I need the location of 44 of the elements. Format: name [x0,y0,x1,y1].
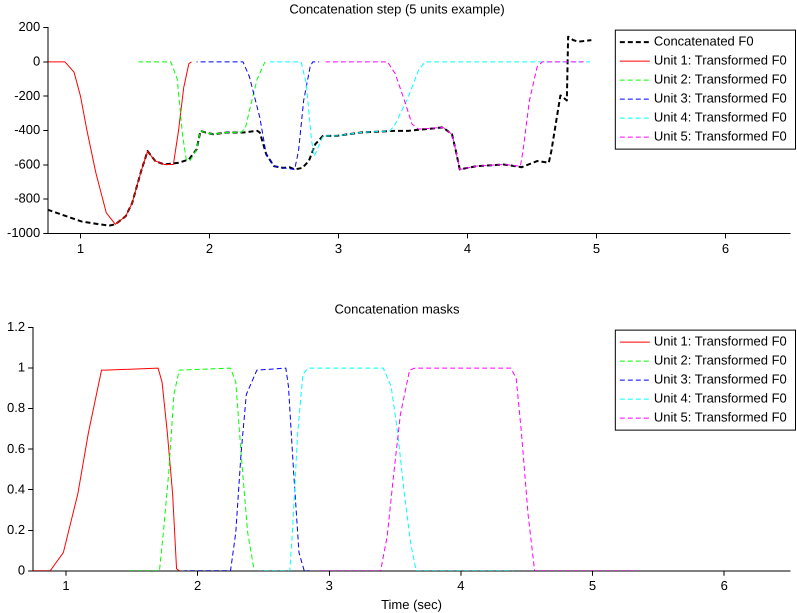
y-tick-label: 1.2 [6,319,26,334]
y-tick-label: 0.6 [6,440,26,456]
x-tick-label: 6 [720,578,728,594]
x-tick-label: 3 [334,240,342,256]
legend-label: Unit 5: Transformed F0 [654,410,787,425]
x-axis-title: Time (sec) [381,596,442,612]
x-tick-label: 1 [76,240,84,256]
line-series [138,61,266,162]
y-tick-label: 200 [18,19,40,34]
legend-label: Unit 4: Transformed F0 [654,390,787,406]
legend-label: Unit 5: Transformed F0 [654,128,787,144]
y-tick-label: -200 [14,88,40,103]
x-tick-label: 5 [588,578,596,594]
line-series [196,61,320,170]
x-tick-label: 6 [722,240,730,256]
y-tick-label: 0 [33,53,40,68]
legend-label: Concatenated F0 [654,34,754,49]
y-tick-label: 0.2 [6,522,26,537]
legend-label: Unit 1: Transformed F0 [654,334,787,349]
x-tick-label: 2 [194,578,202,594]
x-tick-label: 4 [464,240,472,256]
line-series [270,61,591,157]
y-tick-label: -1000 [7,224,40,240]
x-tick-label: 5 [592,240,600,256]
legend-label: Unit 3: Transformed F0 [654,372,787,387]
legend-label: Unit 1: Transformed F0 [654,52,787,68]
y-tick-label: 0 [18,562,26,578]
y-tick-label: 0.8 [6,400,26,416]
x-tick-label: 1 [62,578,70,594]
chart-title: Concatenation masks [334,301,460,316]
y-tick-label: -800 [14,190,40,206]
legend-label: Unit 2: Transformed F0 [654,352,787,368]
x-tick-label: 3 [326,578,333,594]
line-series [325,61,584,170]
y-tick-label: -600 [14,156,40,172]
legend-label: Unit 4: Transformed F0 [654,110,787,125]
legend-label: Unit 2: Transformed F0 [654,72,787,87]
legend-label: Unit 3: Transformed F0 [654,90,787,106]
chart-title: Concatenation step (5 units example) [289,1,505,16]
y-tick-label: 1 [18,360,26,375]
x-tick-label: 4 [457,578,465,594]
y-tick-label: -400 [14,122,40,138]
x-tick-label: 2 [206,240,214,256]
y-tick-label: 0.4 [6,481,26,496]
